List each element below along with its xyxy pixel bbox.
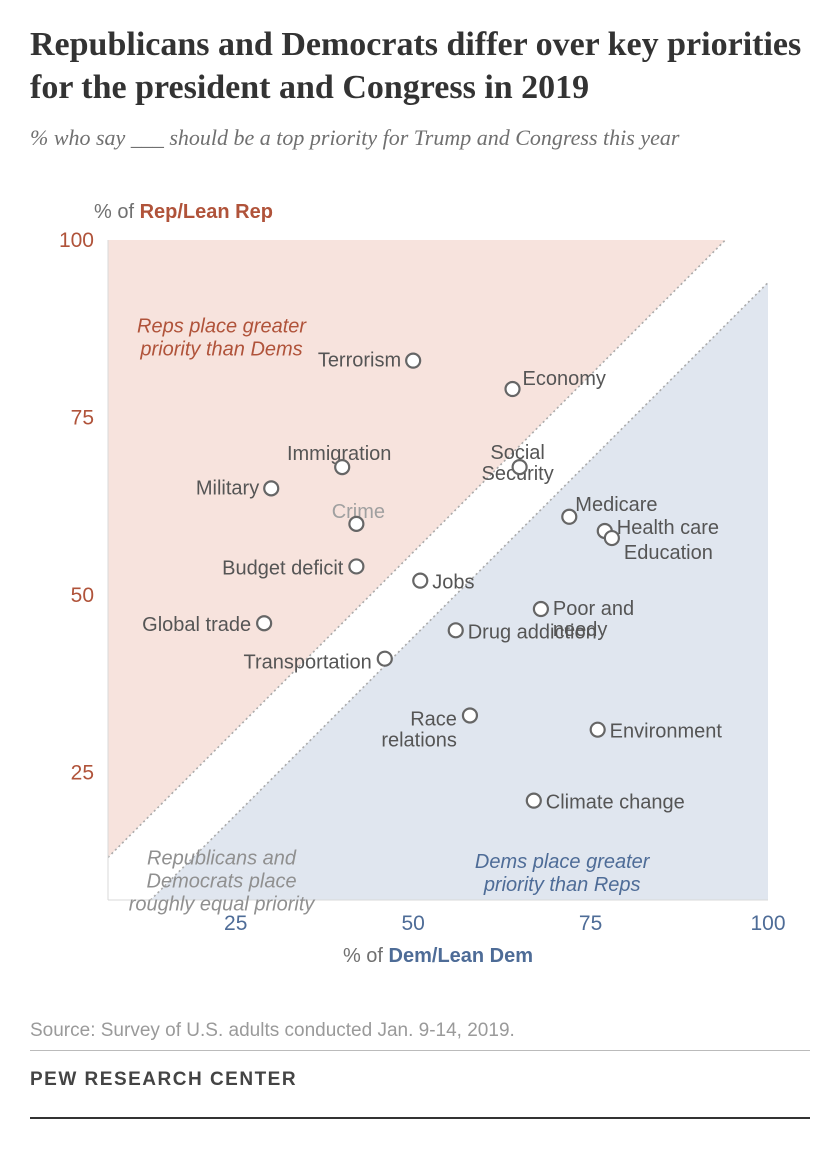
mid-region-label: Republicans andDemocrats placeroughly eq… (129, 847, 316, 915)
point-marker (449, 623, 463, 637)
x-axis-title: % of Dem/Lean Dem (343, 945, 533, 967)
dem-region-label: Dems place greaterpriority than Reps (475, 851, 651, 896)
point-marker (562, 510, 576, 524)
point-label: Climate change (546, 791, 685, 813)
point-label: Environment (610, 720, 723, 742)
point-label: Drug addiction (468, 621, 597, 643)
scatter-chart: 252550507575100100% of Rep/Lean Rep% of … (30, 182, 810, 1002)
point-marker (527, 793, 541, 807)
point-label: Jobs (432, 571, 474, 593)
source-text: Source: Survey of U.S. adults conducted … (30, 1020, 810, 1042)
point-marker (513, 460, 527, 474)
x-tick-label: 100 (750, 912, 785, 935)
point-marker (349, 517, 363, 531)
point-label: Global trade (142, 614, 251, 636)
divider-thick (30, 1117, 810, 1119)
point-label: Military (196, 477, 259, 499)
point-marker (378, 652, 392, 666)
point-label: Transportation (244, 652, 372, 674)
point-label: Health care (617, 517, 719, 539)
y-tick-label: 75 (71, 406, 94, 429)
point-marker (413, 573, 427, 587)
y-tick-label: 50 (71, 584, 94, 607)
x-tick-label: 75 (579, 912, 602, 935)
y-tick-label: 100 (59, 229, 94, 252)
point-marker (257, 616, 271, 630)
point-marker (605, 531, 619, 545)
point-marker (406, 353, 420, 367)
point-label: Economy (523, 368, 606, 390)
y-axis-title: % of Rep/Lean Rep (94, 201, 273, 223)
point-label: Medicare (575, 494, 657, 516)
point-marker (264, 481, 278, 495)
point-marker (534, 602, 548, 616)
subtitle: % who say ___ should be a top priority f… (30, 123, 810, 154)
point-marker (591, 722, 605, 736)
point-marker (335, 460, 349, 474)
page-title: Republicans and Democrats differ over ke… (30, 24, 810, 109)
point-marker (506, 382, 520, 396)
chart-svg: 252550507575100100% of Rep/Lean Rep% of … (30, 182, 810, 1002)
y-tick-label: 25 (71, 761, 94, 784)
x-tick-label: 50 (401, 912, 424, 935)
divider-thin (30, 1050, 810, 1051)
point-label: Budget deficit (222, 557, 344, 579)
rep-region-label: Reps place greaterpriority than Dems (137, 315, 307, 360)
point-marker (349, 559, 363, 573)
point-label: Terrorism (318, 349, 401, 371)
point-label: Education (624, 542, 713, 564)
brand-text: PEW RESEARCH CENTER (30, 1069, 810, 1111)
point-marker (463, 708, 477, 722)
